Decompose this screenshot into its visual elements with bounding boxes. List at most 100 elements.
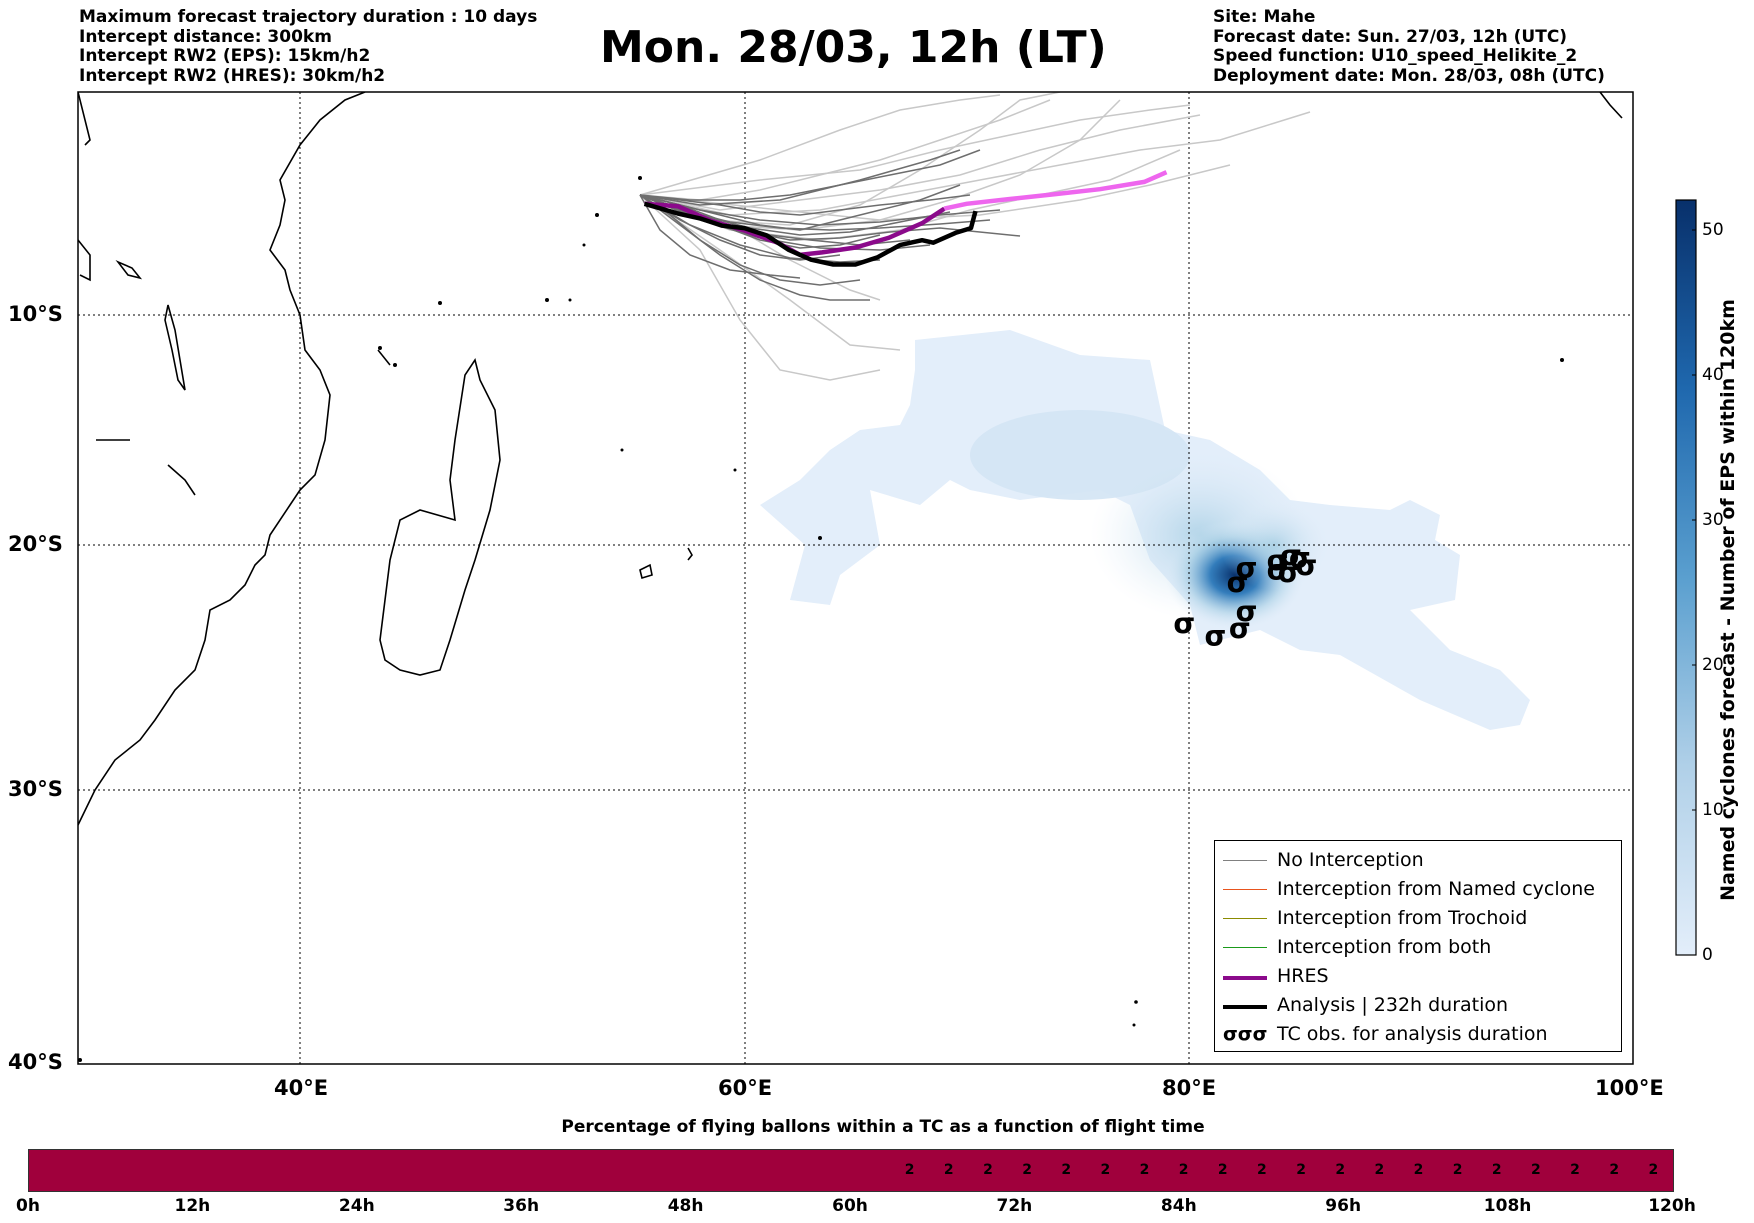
lon-tick-label: 80°E xyxy=(1162,1076,1217,1100)
legend-label: Interception from both xyxy=(1277,936,1492,958)
time-bar-segment xyxy=(616,1150,655,1191)
time-bar-segment xyxy=(381,1150,420,1191)
time-bar-segment xyxy=(851,1150,890,1191)
info-line: Intercept distance: 300km xyxy=(79,26,332,47)
bar-title: Percentage of flying ballons within a TC… xyxy=(561,1117,1205,1137)
lon-tick-label: 100°E xyxy=(1595,1076,1664,1100)
time-bar-segment xyxy=(499,1150,538,1191)
legend-item: No Interception xyxy=(1215,847,1621,876)
time-bar-segment xyxy=(655,1150,694,1191)
time-axis-label: 84h xyxy=(1160,1196,1197,1216)
time-axis-label: 72h xyxy=(996,1196,1033,1216)
time-bar-segment: 2 xyxy=(1022,1162,1032,1178)
legend-item: Analysis | 232h duration xyxy=(1215,992,1621,1021)
legend-item: Interception from Named cyclone xyxy=(1215,876,1621,905)
legend-label: TC obs. for analysis duration xyxy=(1277,1023,1548,1045)
time-bar-segment: 2 xyxy=(1648,1162,1659,1178)
legend-label: Interception from Named cyclone xyxy=(1277,878,1595,900)
info-line: Speed function: U10_speed_Helikite_2 xyxy=(1213,46,1578,66)
tc-obs-marker: σ xyxy=(1173,607,1195,640)
time-bar-segment: 2 xyxy=(1178,1162,1189,1178)
legend-swatch xyxy=(1223,860,1267,861)
time-bar-segment xyxy=(107,1150,146,1191)
map-frame xyxy=(77,91,1634,1065)
legend-item: HRES xyxy=(1215,963,1621,992)
colorbar-label: Named cyclones forecast - Number of EPS … xyxy=(1717,299,1739,901)
time-bar-segment xyxy=(538,1150,577,1191)
legend-item: σσσ TC obs. for analysis duration xyxy=(1215,1021,1621,1050)
time-bar-segment: 2 xyxy=(1139,1162,1150,1178)
legend-label: Analysis | 232h duration xyxy=(1277,994,1509,1016)
time-axis-label: 48h xyxy=(667,1196,704,1216)
time-bar-segment xyxy=(264,1150,303,1191)
trajectory-info: Maximum forecast trajectory duration : 1… xyxy=(79,7,538,86)
time-axis-label: 36h xyxy=(503,1196,540,1216)
info-line: Intercept RW2 (EPS): 15km/h2 xyxy=(79,46,371,66)
lat-tick-label: 20°S xyxy=(8,532,63,556)
legend-item: Interception from Trochoid xyxy=(1215,905,1621,934)
tc-obs-marker: σ xyxy=(1236,595,1258,628)
legend-swatch xyxy=(1223,976,1267,980)
time-bar-segment xyxy=(460,1150,499,1191)
time-bar-segment xyxy=(577,1150,616,1191)
time-bar-segment: 2 xyxy=(1296,1162,1306,1178)
legend-label: HRES xyxy=(1277,965,1329,987)
time-bar-segment: 2 xyxy=(904,1162,915,1178)
tc-obs-marker: σ xyxy=(1289,542,1311,575)
time-bar-segment: 2 xyxy=(1413,1162,1424,1178)
tc-obs-marker: σ xyxy=(1296,549,1318,582)
time-axis-label: 96h xyxy=(1325,1196,1362,1216)
time-bar-segment: 2 xyxy=(1570,1162,1580,1178)
lat-tick-label: 40°S xyxy=(8,1050,63,1074)
time-bar-segment: 2 xyxy=(1217,1162,1228,1178)
time-bar-segment xyxy=(694,1150,733,1191)
time-bar-segment: 2 xyxy=(1061,1162,1072,1178)
tc-obs-marker: σ xyxy=(1267,544,1289,577)
islands xyxy=(78,176,1564,1062)
legend-swatch xyxy=(1223,889,1267,890)
info-line: Forecast date: Sun. 27/03, 12h (UTC) xyxy=(1213,26,1568,47)
time-bar-segment: 2 xyxy=(1335,1162,1346,1178)
tc-obs-symbol: σσσ xyxy=(1223,1023,1268,1045)
time-axis-label: 0h xyxy=(16,1196,40,1216)
lon-tick-label: 40°E xyxy=(274,1076,329,1100)
time-bar-segment: 2 xyxy=(943,1162,954,1178)
tc-obs-marker: σ xyxy=(1229,612,1251,645)
time-bar-segment xyxy=(303,1150,342,1191)
legend-swatch xyxy=(1223,1005,1267,1009)
colorbar-tick: 10 xyxy=(1702,800,1724,820)
info-line: Deployment date: Mon. 28/03, 08h (UTC) xyxy=(1213,65,1605,86)
time-bar-segment: 2 xyxy=(1257,1162,1267,1178)
time-bar-segment xyxy=(773,1150,812,1191)
colorbar-tick: 20 xyxy=(1702,655,1724,675)
analysis-track xyxy=(643,201,978,267)
tc-obs-marker: σ xyxy=(1267,554,1289,587)
time-axis-label: 120h xyxy=(1648,1196,1696,1216)
time-bar-segment xyxy=(146,1150,185,1191)
time-axis-label: 24h xyxy=(338,1196,375,1216)
colorbar-tick: 40 xyxy=(1702,365,1724,385)
time-axis-label: 12h xyxy=(174,1196,211,1216)
time-bar-segment: 2 xyxy=(983,1162,993,1178)
time-bar-segment xyxy=(420,1150,459,1191)
time-bar-segment xyxy=(225,1150,264,1191)
tc-obs-marker: σ xyxy=(1227,566,1249,599)
coastlines xyxy=(78,92,1623,826)
lat-tick-label: 30°S xyxy=(8,777,63,801)
time-bar-segment xyxy=(29,1150,68,1191)
legend-swatch xyxy=(1223,947,1267,948)
info-line: Maximum forecast trajectory duration : 1… xyxy=(79,7,538,27)
time-axis-label: 108h xyxy=(1483,1196,1532,1216)
colorbar-tick: 0 xyxy=(1702,945,1713,965)
tc-obs-marker: σ xyxy=(1278,556,1300,589)
legend-item: Interception from both xyxy=(1215,934,1621,963)
legend-label: Interception from Trochoid xyxy=(1277,907,1528,929)
map-legend: No Interception Interception from Named c… xyxy=(1214,840,1622,1052)
time-bar-segment: 2 xyxy=(1452,1162,1463,1178)
time-axis-label: 60h xyxy=(832,1196,868,1216)
site-info: Site: Mahe Forecast date: Sun. 27/03, 12… xyxy=(1213,7,1605,86)
time-bar-segment: 2 xyxy=(1374,1162,1385,1178)
lon-tick-label: 60°E xyxy=(718,1076,773,1100)
